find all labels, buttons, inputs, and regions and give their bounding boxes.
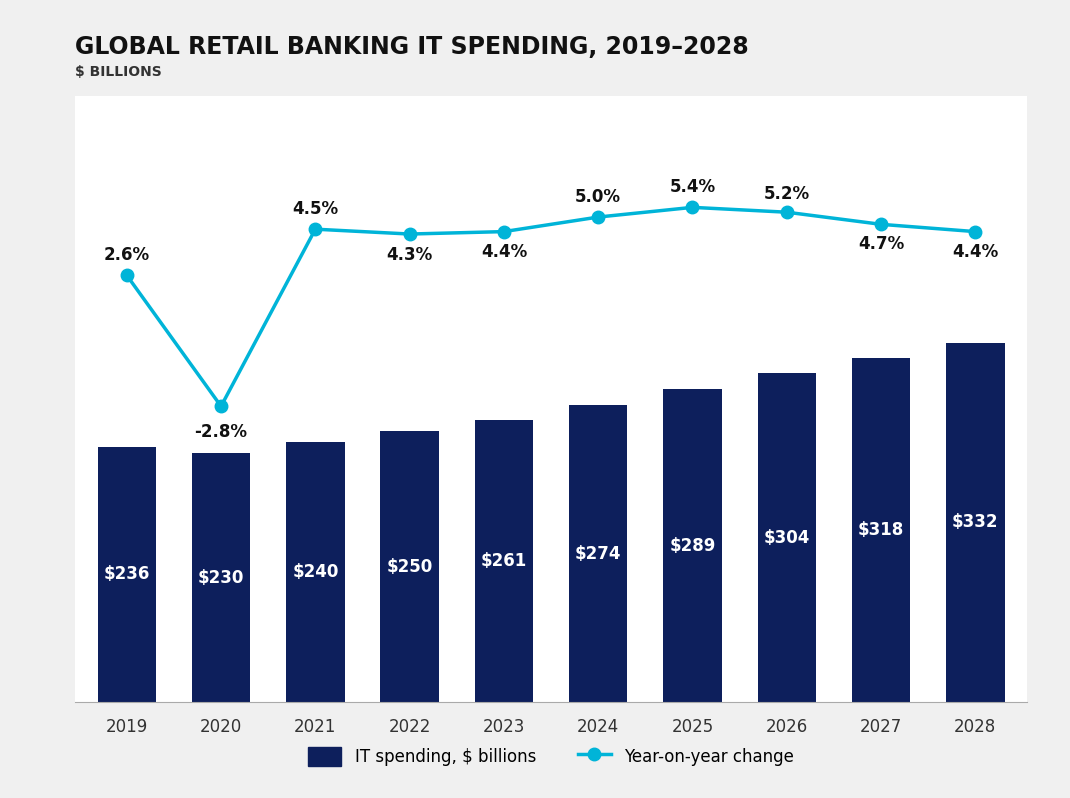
Text: $236: $236: [104, 566, 150, 583]
Legend: IT spending, $ billions, Year-on-year change: IT spending, $ billions, Year-on-year ch…: [302, 741, 800, 772]
Text: 4.4%: 4.4%: [952, 243, 998, 260]
Text: $318: $318: [858, 521, 904, 539]
Text: $261: $261: [480, 552, 528, 570]
Text: GLOBAL RETAIL BANKING IT SPENDING, 2019–2028: GLOBAL RETAIL BANKING IT SPENDING, 2019–…: [75, 35, 749, 59]
Bar: [852, 358, 911, 702]
Bar: [946, 342, 1005, 702]
Bar: [475, 420, 533, 702]
Text: $ BILLIONS: $ BILLIONS: [75, 65, 162, 79]
Text: $289: $289: [670, 537, 716, 555]
Bar: [663, 389, 721, 702]
Bar: [569, 405, 627, 702]
Text: 4.5%: 4.5%: [292, 200, 338, 219]
Bar: [192, 453, 250, 702]
Text: $332: $332: [952, 513, 998, 531]
Text: $240: $240: [292, 563, 338, 581]
Text: 2.6%: 2.6%: [104, 247, 150, 264]
Bar: [758, 373, 816, 702]
Text: $230: $230: [198, 569, 244, 587]
Text: 4.3%: 4.3%: [386, 246, 432, 264]
Text: $250: $250: [386, 558, 432, 576]
Bar: [286, 442, 345, 702]
Text: 5.0%: 5.0%: [576, 188, 622, 206]
Bar: [381, 432, 439, 702]
Text: 4.4%: 4.4%: [480, 243, 528, 260]
Text: $304: $304: [764, 528, 810, 547]
Text: -2.8%: -2.8%: [195, 423, 247, 441]
Bar: [97, 447, 156, 702]
Text: 5.4%: 5.4%: [670, 179, 716, 196]
Text: 4.7%: 4.7%: [858, 235, 904, 253]
Text: $274: $274: [575, 545, 622, 563]
Text: 5.2%: 5.2%: [764, 184, 810, 203]
